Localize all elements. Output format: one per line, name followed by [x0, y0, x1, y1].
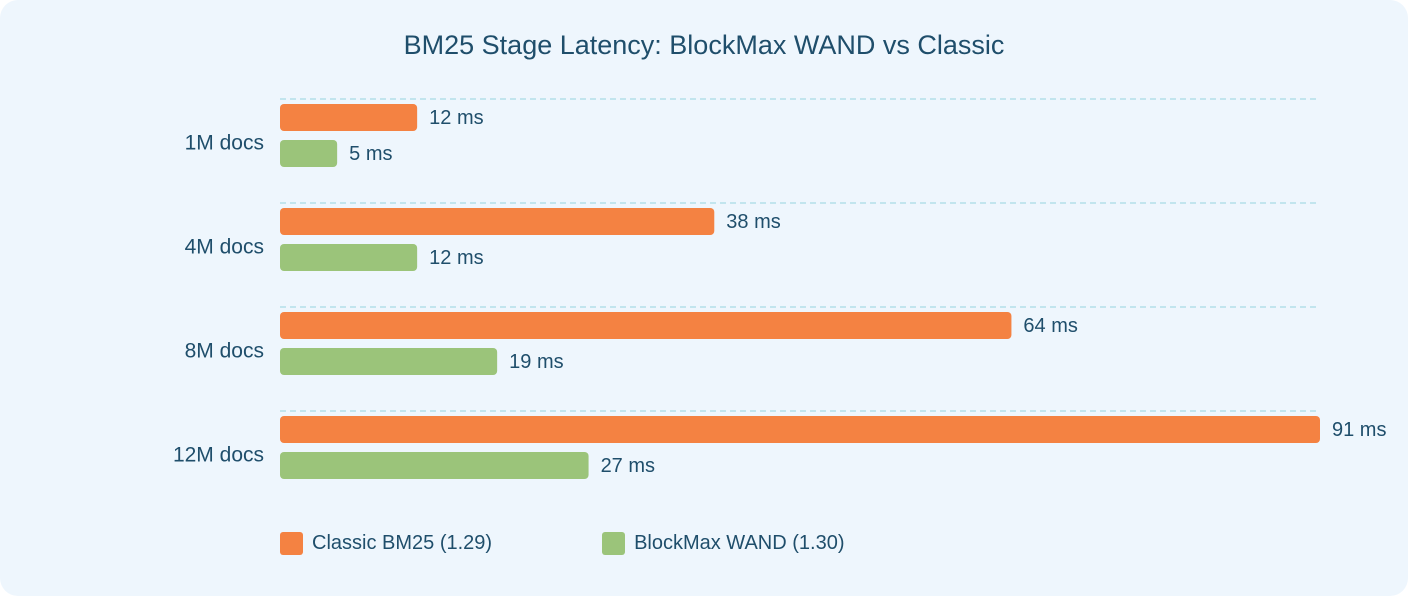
bar-blockmax: [280, 140, 338, 167]
value-label: 64 ms: [1023, 315, 1077, 337]
bar-blockmax: [280, 348, 498, 375]
legend-item-blockmax: BlockMax WAND (1.30): [602, 532, 844, 555]
bar-classic: [280, 208, 715, 235]
legend-label-classic: Classic BM25 (1.29): [312, 532, 493, 554]
value-label: 12 ms: [429, 247, 483, 269]
bar-blockmax: [280, 452, 589, 479]
bar-blockmax: [280, 244, 418, 271]
legend-swatch-classic: [280, 532, 303, 555]
value-label: 38 ms: [726, 211, 780, 233]
category-label: 12M docs: [173, 444, 264, 467]
bar-classic: [280, 312, 1012, 339]
legend-item-classic: Classic BM25 (1.29): [280, 532, 492, 555]
legend-swatch-blockmax: [602, 532, 626, 555]
category-label: 8M docs: [185, 340, 264, 363]
bar-classic: [280, 416, 1320, 443]
value-label: 91 ms: [1332, 419, 1386, 441]
value-label: 27 ms: [601, 455, 655, 477]
value-label: 5 ms: [349, 143, 392, 165]
legend: Classic BM25 (1.29) BlockMax WAND (1.30): [280, 532, 844, 555]
chart-title: BM25 Stage Latency: BlockMax WAND vs Cla…: [403, 30, 1005, 60]
bar-classic: [280, 104, 418, 131]
category-label: 1M docs: [185, 132, 264, 155]
value-label: 12 ms: [429, 107, 483, 129]
value-label: 19 ms: [509, 351, 563, 373]
category-label: 4M docs: [185, 236, 264, 259]
legend-label-blockmax: BlockMax WAND (1.30): [634, 532, 845, 554]
